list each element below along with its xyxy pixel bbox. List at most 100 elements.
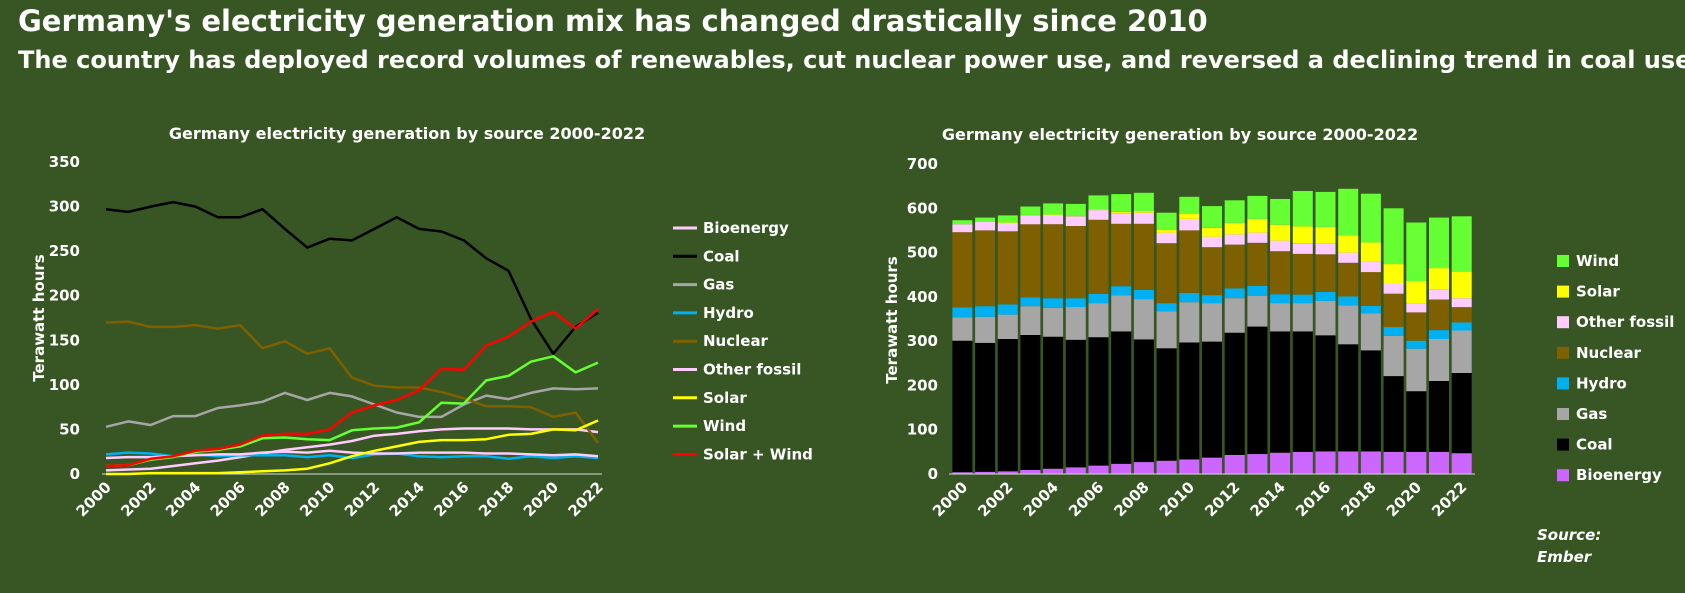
bar-wind-2005 (1065, 203, 1086, 216)
bar-other-fossil-2004 (1043, 214, 1064, 225)
bar-other-fossil-2006 (1088, 210, 1109, 220)
bar-other-fossil-2002 (997, 222, 1018, 232)
bar-chart-x-tick: 2016 (1292, 478, 1334, 520)
bar-gas-2015 (1292, 303, 1313, 332)
line-chart-y-tick: 250 (49, 242, 80, 260)
line-chart-x-tick: 2016 (430, 478, 472, 520)
bar-chart-x-tick: 2014 (1247, 478, 1289, 520)
bar-wind-2004 (1043, 203, 1064, 215)
bar-coal-2016 (1315, 335, 1336, 452)
line-series-nuclear (105, 320, 600, 444)
bar-legend-swatch-hydro (1557, 377, 1569, 390)
bar-wind-2021 (1429, 217, 1449, 269)
bar-nuclear-2019 (1383, 293, 1404, 327)
bar-nuclear-2004 (1043, 224, 1064, 299)
bar-bioenergy-2019 (1383, 451, 1404, 474)
bar-nuclear-2022 (1451, 307, 1472, 323)
bar-solar-2015 (1292, 226, 1313, 244)
bar-nuclear-2008 (1133, 223, 1154, 290)
bar-solar-2020 (1406, 280, 1427, 303)
bar-bioenergy-2007 (1111, 463, 1132, 474)
line-legend-label-other-fossil: Other fossil (703, 361, 801, 379)
bar-coal-2017 (1338, 344, 1359, 452)
bar-gas-2019 (1383, 335, 1404, 377)
bar-gas-2011 (1202, 303, 1222, 342)
line-chart-x-tick: 2022 (565, 478, 607, 520)
bar-coal-2001 (975, 342, 996, 472)
bar-hydro-2003 (1020, 297, 1041, 307)
line-series-gas (105, 387, 599, 429)
bar-gas-2021 (1429, 338, 1449, 381)
bar-gas-2014 (1270, 303, 1291, 332)
line-legend-label-solar: Solar (703, 389, 747, 407)
bar-wind-2014 (1270, 199, 1291, 225)
bar-bioenergy-2012 (1224, 455, 1245, 474)
bar-chart-y-tick: 300 (907, 332, 938, 350)
bar-legend-swatch-other-fossil (1557, 316, 1569, 329)
bar-solar-2011 (1202, 227, 1222, 237)
bar-nuclear-2007 (1111, 223, 1132, 287)
bar-other-fossil-2008 (1133, 212, 1154, 224)
bar-coal-2006 (1088, 337, 1109, 466)
bar-chart-x-tick: 2012 (1201, 478, 1243, 520)
bar-coal-2018 (1360, 350, 1381, 452)
bar-other-fossil-2019 (1383, 284, 1404, 294)
bar-hydro-2019 (1383, 327, 1404, 336)
bar-solar-2006 (1088, 209, 1109, 211)
bar-wind-2001 (975, 217, 996, 222)
bar-nuclear-2011 (1202, 247, 1222, 296)
bar-wind-2017 (1338, 188, 1359, 236)
bar-nuclear-2018 (1360, 272, 1381, 306)
bar-coal-2020 (1406, 391, 1427, 452)
bar-other-fossil-2005 (1065, 216, 1086, 226)
bar-legend-label-solar: Solar (1576, 283, 1620, 301)
stacked-bar-chart: Germany electricity generation by source… (883, 125, 1674, 520)
bar-coal-2015 (1292, 331, 1313, 452)
bar-gas-2013 (1247, 296, 1268, 327)
source-value: Ember (1537, 548, 1592, 566)
line-chart-x-tick: 2008 (251, 478, 293, 520)
bar-hydro-2010 (1179, 292, 1200, 303)
bar-gas-2020 (1406, 348, 1427, 392)
bar-hydro-2012 (1224, 288, 1245, 299)
line-chart-y-tick: 100 (49, 376, 80, 394)
bar-bioenergy-2021 (1429, 451, 1449, 474)
bar-coal-2007 (1111, 331, 1132, 464)
bar-gas-2008 (1133, 299, 1154, 340)
bar-coal-2022 (1451, 373, 1472, 454)
bar-bioenergy-2003 (1020, 470, 1041, 474)
bar-gas-2002 (997, 314, 1018, 339)
bar-hydro-2009 (1156, 303, 1177, 312)
line-chart-x-tick: 2014 (386, 478, 428, 520)
line-series-other-fossil (105, 449, 599, 460)
bar-other-fossil-2016 (1315, 243, 1336, 255)
line-chart-x-tick: 2004 (162, 478, 204, 520)
bar-other-fossil-2015 (1292, 243, 1313, 254)
bar-nuclear-2001 (975, 230, 996, 307)
line-legend-label-solar-wind: Solar + Wind (703, 445, 813, 463)
bar-coal-2012 (1224, 332, 1245, 455)
bar-other-fossil-2021 (1429, 289, 1449, 300)
bar-other-fossil-2011 (1202, 236, 1222, 248)
bar-other-fossil-2014 (1270, 240, 1291, 252)
line-chart-x-tick: 2002 (117, 478, 159, 520)
line-legend-label-coal: Coal (703, 247, 740, 265)
bar-legend-swatch-coal (1557, 438, 1569, 451)
bar-wind-2010 (1179, 196, 1200, 214)
bar-other-fossil-2018 (1360, 261, 1381, 273)
line-legend-label-nuclear: Nuclear (703, 332, 769, 350)
page-title: Germany's electricity generation mix has… (18, 4, 1208, 38)
bar-chart-y-tick: 600 (907, 199, 938, 217)
bar-wind-2000 (952, 220, 973, 225)
bar-chart-y-tick: 500 (907, 244, 938, 262)
bar-legend-swatch-solar (1557, 285, 1569, 298)
line-legend-label-wind: Wind (703, 417, 746, 435)
bar-chart-x-tick: 2006 (1065, 478, 1107, 520)
bar-chart-x-tick: 2002 (974, 478, 1016, 520)
bar-other-fossil-2003 (1020, 215, 1041, 225)
bar-chart-y-axis-label: Terawatt hours (883, 256, 901, 384)
bar-wind-2016 (1315, 191, 1336, 227)
bar-solar-2012 (1224, 222, 1245, 235)
bar-bioenergy-2022 (1451, 453, 1472, 474)
